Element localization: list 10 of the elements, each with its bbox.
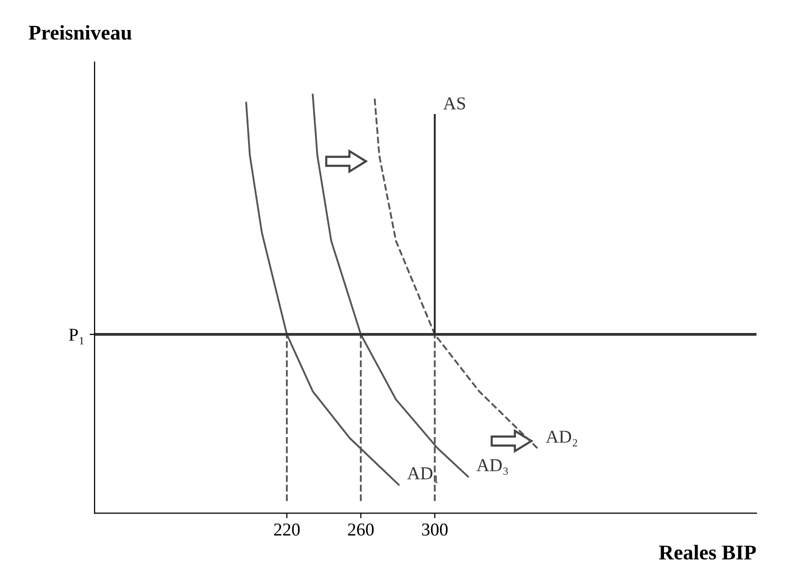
y-axis-title: Preisniveau bbox=[28, 25, 132, 40]
series-label: AS bbox=[443, 97, 466, 110]
x-tick-label: 220 bbox=[274, 523, 300, 536]
series-label: AD₂ bbox=[546, 430, 578, 446]
x-tick-label: 260 bbox=[348, 523, 374, 536]
x-tick-label: 300 bbox=[422, 523, 448, 536]
series-label: AD₃ bbox=[476, 459, 508, 475]
series-label: AD₁ bbox=[407, 467, 438, 483]
ref-line-label: P₁ bbox=[69, 328, 84, 344]
x-axis-title: Reales BIP bbox=[659, 544, 756, 560]
